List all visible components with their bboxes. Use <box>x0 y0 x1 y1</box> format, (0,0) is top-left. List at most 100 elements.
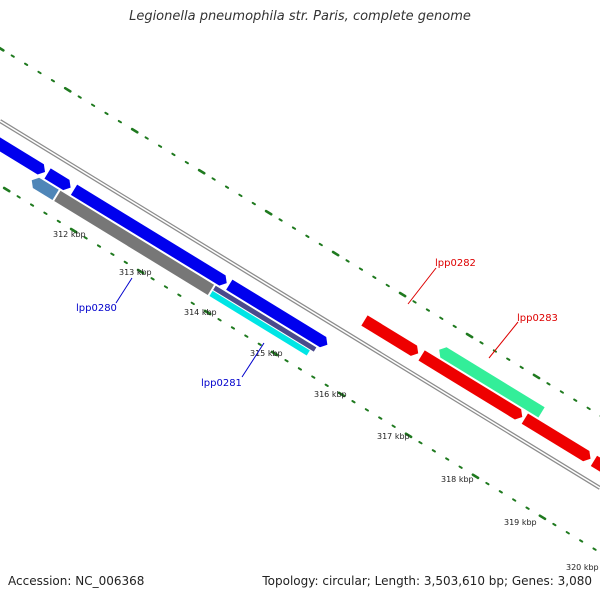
scale-dot <box>50 79 56 83</box>
scale-dot <box>345 259 350 263</box>
tick-312-kbp: 312 kbp <box>53 230 86 239</box>
scale-dot <box>372 275 377 279</box>
scale-dot <box>190 301 195 306</box>
label-leaders <box>115 267 519 378</box>
scale-dot <box>130 127 139 134</box>
scale-dot <box>311 375 316 379</box>
tick-316-kbp: 316 kbp <box>314 390 347 399</box>
gene-navy-1 <box>213 285 317 352</box>
genome-backbone <box>0 119 600 490</box>
backbone-inner <box>0 120 600 489</box>
scale-dot <box>471 473 480 480</box>
scale-dot <box>110 252 115 256</box>
scale-dot <box>425 308 431 312</box>
inner-scale-dots <box>2 186 597 551</box>
tick-319-kbp: 319 kbp <box>504 518 537 527</box>
cds-reverse-4 <box>590 455 600 472</box>
scale-dot <box>439 316 444 320</box>
scale-dot <box>418 440 423 445</box>
scale-dot <box>224 185 230 189</box>
gene-label-lpp0282: lpp0282 <box>435 258 476 269</box>
scale-dot <box>479 341 484 345</box>
scale-dot <box>16 195 21 199</box>
scale-dot <box>538 514 547 521</box>
cds-reverse-3 <box>521 413 591 462</box>
scale-dot <box>358 267 364 271</box>
scale-dot <box>77 95 82 99</box>
scale-dot <box>264 209 273 216</box>
tick-317-kbp: 317 kbp <box>377 432 410 441</box>
tick-labels: 312 kbp 313 kbp 314 kbp 315 kbp 316 kbp … <box>53 230 599 572</box>
scale-dot <box>211 177 216 181</box>
scale-dot <box>117 119 122 124</box>
scale-dot <box>404 432 413 439</box>
scale-dot <box>244 334 249 338</box>
scale-dot <box>305 234 310 239</box>
scale-dot <box>171 152 176 157</box>
scale-dot <box>144 136 149 140</box>
tick-315-kbp: 315 kbp <box>250 349 283 358</box>
scale-dot <box>337 391 346 398</box>
scale-dot <box>251 201 256 206</box>
scale-dot <box>24 62 29 66</box>
scale-dot <box>458 465 463 469</box>
scale-dot <box>431 449 436 453</box>
scale-dot <box>37 70 42 75</box>
scale-dot <box>197 168 206 175</box>
scale-dot <box>331 250 340 257</box>
scale-dot <box>412 300 417 304</box>
gene-features <box>0 137 600 472</box>
scale-dot <box>565 531 570 535</box>
scale-dot <box>525 506 530 510</box>
accession-text: Accession: NC_006368 <box>8 574 145 588</box>
genome-summary-text: Topology: circular; Length: 3,503,610 bp… <box>262 574 592 588</box>
leader-lpp0282 <box>407 267 437 305</box>
scale-dot <box>177 293 182 297</box>
scale-dot <box>512 498 517 502</box>
scale-dot <box>324 383 329 387</box>
scale-dot <box>69 227 78 234</box>
scale-dot <box>104 111 109 116</box>
scale-dot <box>203 309 212 316</box>
scale-dot <box>351 400 356 404</box>
scale-dot <box>498 490 503 494</box>
cds-forward-2 <box>44 168 71 191</box>
scale-dot <box>10 54 15 58</box>
scale-dot <box>230 326 236 330</box>
leader-lpp0280 <box>115 277 133 304</box>
gene-cyan-lpp0281 <box>209 290 310 356</box>
scale-dot <box>56 219 61 224</box>
scale-dot <box>83 236 88 240</box>
scale-dot <box>579 539 584 543</box>
scale-dot <box>592 547 597 551</box>
cds-forward-4 <box>226 279 328 348</box>
scale-dot <box>96 244 102 248</box>
scale-dot <box>63 86 72 93</box>
scale-dot <box>217 318 222 322</box>
scale-dot <box>291 226 297 230</box>
scale-dot <box>184 160 189 165</box>
scale-dot <box>284 359 289 363</box>
scale-dot <box>0 46 5 52</box>
scale-dot <box>2 186 11 193</box>
scale-dot <box>559 390 564 394</box>
scale-dot <box>552 522 557 527</box>
scale-dot <box>364 408 369 412</box>
scale-dot <box>465 332 474 339</box>
map-title: Legionella pneumophila str. Paris, compl… <box>129 9 471 24</box>
scale-dot <box>123 260 128 265</box>
scale-dot <box>257 342 262 347</box>
scale-dot <box>586 406 591 411</box>
scale-dot <box>150 277 155 281</box>
gene-labels: lpp0280 lpp0281 lpp0282 lpp0283 <box>76 258 558 389</box>
scale-dot <box>29 203 35 207</box>
cds-forward-3 <box>70 184 227 286</box>
scale-dot <box>278 218 283 222</box>
gene-gray-lpp0280 <box>54 190 215 295</box>
gene-label-lpp0280: lpp0280 <box>76 303 117 314</box>
gene-label-lpp0283: lpp0283 <box>517 313 558 324</box>
cds-reverse-lpp0282 <box>361 315 419 356</box>
gene-label-lpp0281: lpp0281 <box>201 378 242 389</box>
scale-dot <box>270 350 279 357</box>
